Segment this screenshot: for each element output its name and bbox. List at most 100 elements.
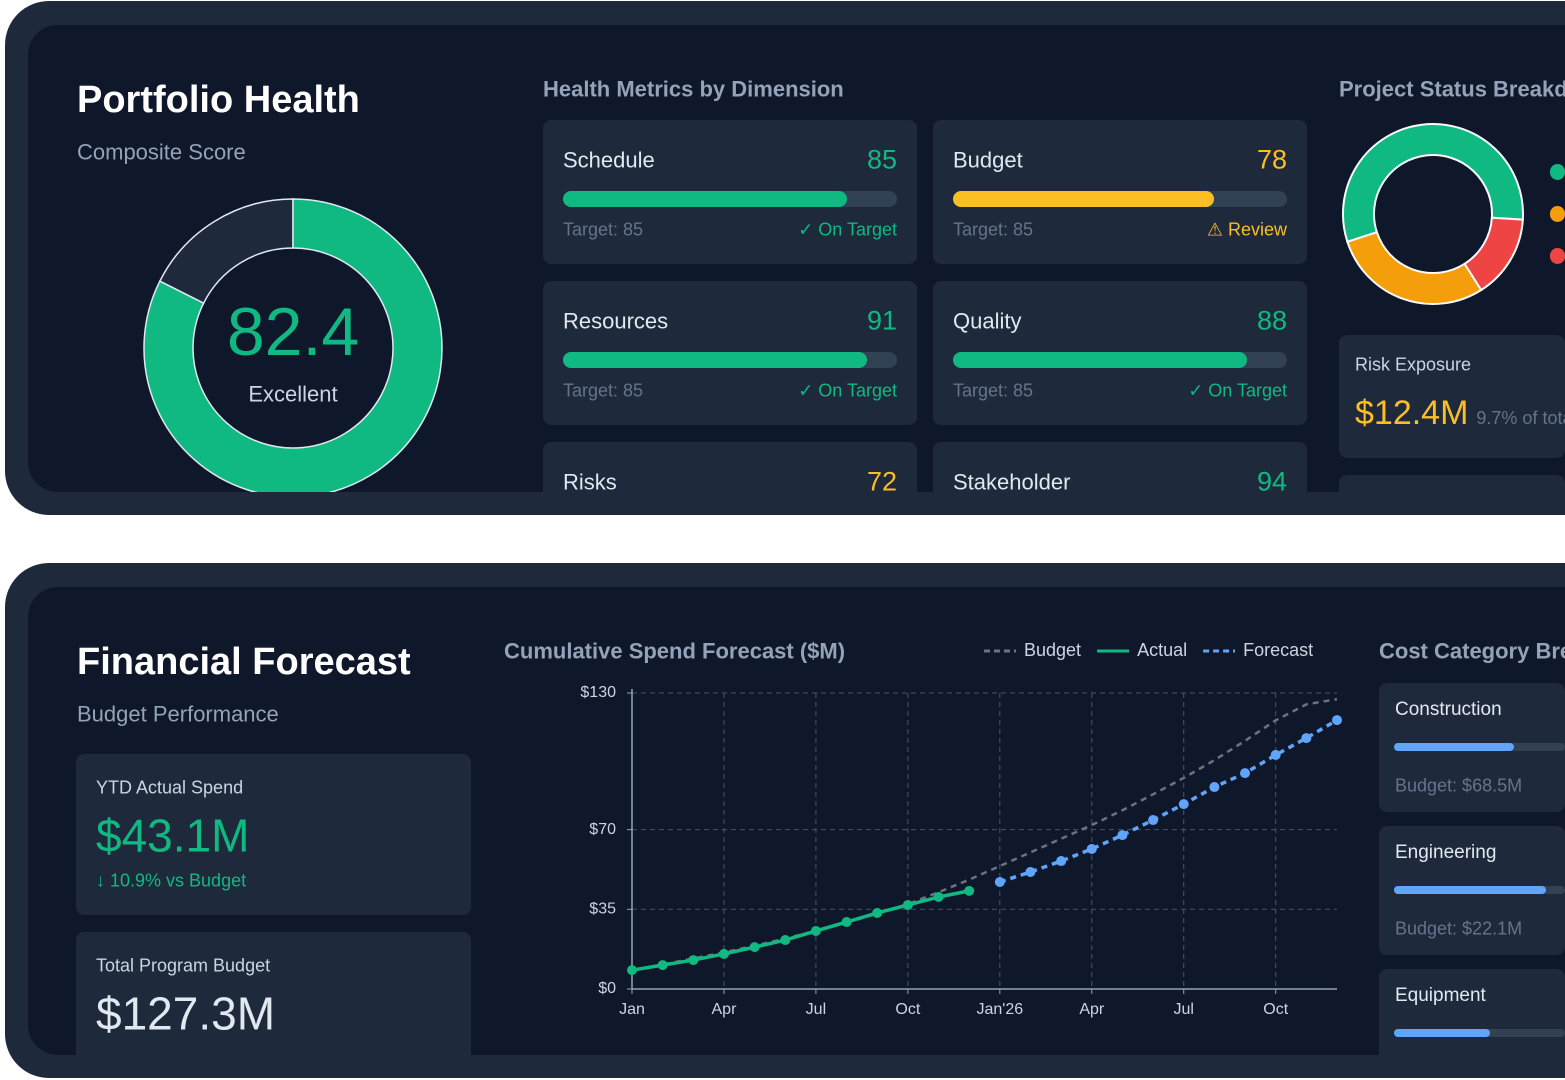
data-point: [688, 955, 699, 966]
status-donut: [1342, 123, 1524, 305]
cost-name: Equipment: [1395, 985, 1486, 1007]
cost-name: Construction: [1395, 699, 1502, 721]
metric-target: Target: 85: [953, 219, 1034, 240]
metric-status: ✓ On Target: [798, 380, 897, 401]
x-tick-label: Jan: [619, 1001, 645, 1018]
x-tick-label: Apr: [1079, 1001, 1105, 1018]
cost-label: Budget: $22.1M: [1395, 918, 1523, 939]
section-title: Cost Category Breakdown: [1379, 638, 1565, 664]
x-tick-label: Oct: [1263, 1001, 1288, 1018]
series-line: [631, 697, 1338, 972]
x-tick-label: Apr: [712, 1001, 738, 1018]
data-point: [780, 935, 791, 946]
data-point: [841, 917, 852, 928]
series-line: [999, 718, 1338, 884]
panel-content: Portfolio Health Composite Score 82.4 Excel…: [28, 25, 1565, 492]
metric-bar: [563, 191, 847, 207]
data-point: [1270, 749, 1281, 760]
data-point: [1209, 782, 1220, 793]
score-value: 82.4: [226, 293, 360, 370]
data-point: [718, 948, 729, 959]
line-chart: $0 $35 $70 $130 Jan Apr Jul Oct Jan'26 Apr Jul Oct B…: [580, 640, 1342, 1018]
kpi-label: Total Program Budget: [96, 955, 271, 976]
data-point: [872, 907, 883, 918]
y-tick-label: $130: [580, 684, 616, 701]
section-title: Project Status Breakdown: [1339, 76, 1565, 102]
kpi-card: [76, 932, 471, 1055]
x-tick-label: Jul: [806, 1001, 826, 1018]
metric-name: Schedule: [563, 147, 655, 173]
metric-bar: [953, 352, 1247, 368]
metric-status: ✓ On Target: [1188, 380, 1287, 401]
metric-card: [933, 442, 1307, 492]
status-segment: [1346, 230, 1483, 305]
cost-card: [1379, 969, 1565, 1055]
x-tick-label: Oct: [895, 1001, 920, 1018]
metric-card: [543, 442, 917, 492]
metric-name: Budget: [953, 147, 1023, 173]
data-point: [994, 876, 1005, 887]
data-point: [964, 885, 975, 896]
data-point: [1117, 830, 1128, 841]
risk-row: $12.4M 9.7% of total: [1355, 394, 1565, 433]
y-tick-label: $70: [589, 821, 616, 838]
score-rating: Excellent: [248, 381, 338, 407]
risk-label: Risk Exposure: [1355, 354, 1472, 375]
kpi-label: YTD Actual Spend: [96, 777, 244, 798]
data-point: [1056, 856, 1067, 867]
panel-subtitle: Budget Performance: [77, 701, 279, 727]
panel-subtitle: Composite Score: [77, 139, 246, 165]
cost-bar: [1394, 743, 1514, 751]
data-point: [657, 960, 668, 971]
status-segment: [1342, 123, 1524, 244]
data-point: [933, 892, 944, 903]
risk-card: [1339, 335, 1565, 458]
cost-bar: [1394, 1029, 1490, 1037]
data-point: [1332, 715, 1342, 726]
section-title: Health Metrics by Dimension: [543, 76, 844, 102]
legend-label: Forecast: [1243, 640, 1313, 660]
legend-label: Actual: [1137, 640, 1187, 660]
metric-target: Target: 85: [563, 380, 644, 401]
chart-title: Cumulative Spend Forecast ($M): [504, 638, 846, 664]
data-point: [1025, 866, 1036, 877]
metric-name: Quality: [953, 308, 1022, 334]
risk-value: $12.4M: [1355, 394, 1469, 432]
score-arc: [143, 198, 443, 492]
metric-bar: [953, 191, 1214, 207]
metric-target: Target: 85: [563, 219, 644, 240]
kpi-note: ↓ 10.9% vs Budget: [96, 870, 247, 891]
status-segment: [1463, 216, 1524, 292]
score-donut: [143, 198, 443, 492]
data-point: [1301, 733, 1312, 744]
y-tick-label: $0: [598, 980, 616, 997]
metric-bar: [563, 352, 867, 368]
legend-dot: [1550, 164, 1565, 180]
score-remainder: [158, 198, 294, 305]
data-point: [1148, 815, 1159, 826]
metric-status: ✓ On Target: [798, 219, 897, 240]
panel: Financial Forecast Budget Performance YTD …: [28, 587, 1565, 1055]
legend-dot: [1550, 248, 1565, 264]
data-point: [902, 899, 913, 910]
data-point: [1086, 843, 1097, 854]
risk-note: 9.7% of total: [1476, 408, 1565, 428]
cost-bar: [1394, 886, 1546, 894]
status-card: [1339, 475, 1565, 492]
data-point: [810, 925, 821, 936]
data-point: [627, 965, 637, 976]
panel: Portfolio Health Composite Score 82.4 Excel…: [28, 25, 1565, 492]
kpi-card: [76, 754, 471, 915]
x-tick-label: Jul: [1174, 1001, 1194, 1018]
panel-content: Financial Forecast Budget Performance YTD …: [28, 587, 1565, 1055]
series-line: [631, 889, 970, 972]
legend-label: Budget: [1024, 640, 1081, 660]
metric-score: 94: [1256, 466, 1287, 492]
panel-title: Financial Forecast: [77, 641, 411, 684]
metric-name: Resources: [563, 308, 669, 334]
metric-target: Target: 85: [953, 380, 1034, 401]
cost-label: Budget: $68.5M: [1395, 775, 1523, 796]
metric-score: 88: [1256, 305, 1287, 336]
data-point: [1240, 768, 1251, 779]
